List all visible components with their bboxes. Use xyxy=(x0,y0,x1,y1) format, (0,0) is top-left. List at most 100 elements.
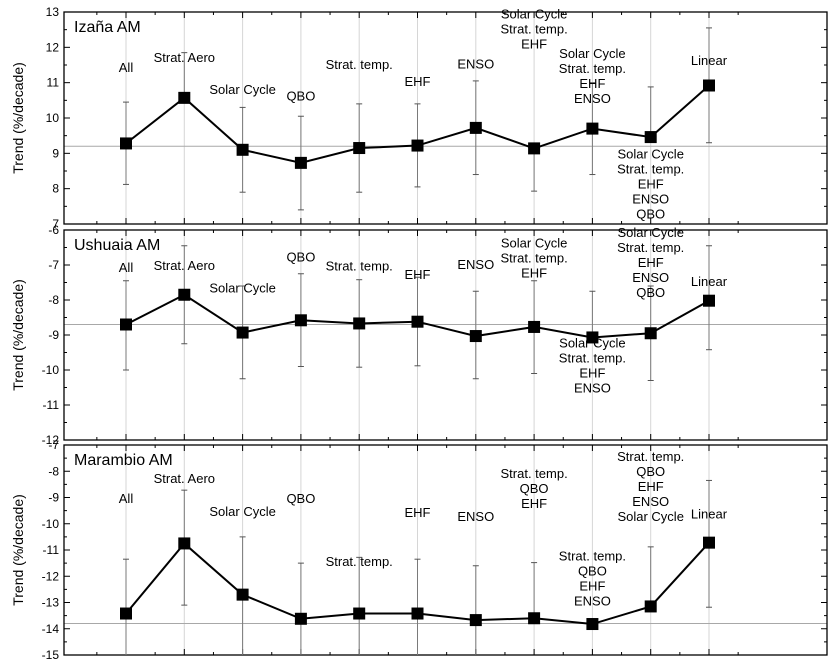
data-point-5 xyxy=(353,317,366,330)
annotation-line: ENSO xyxy=(574,594,611,609)
annotation-line: QBO xyxy=(636,464,665,479)
annotation-7: ENSO xyxy=(457,57,494,72)
data-point-1 xyxy=(120,318,132,331)
y-tick-label: 8 xyxy=(52,182,59,196)
data-point-10 xyxy=(644,600,657,613)
panel-title: Ushuaia AM xyxy=(74,237,160,254)
y-tick-label: -7 xyxy=(48,258,59,272)
annotation-3: Solar Cycle xyxy=(209,280,275,295)
annotation-1: All xyxy=(119,260,134,275)
annotation-line: Strat. temp. xyxy=(500,251,567,266)
annotation-8: Strat. temp. QBO EHF xyxy=(500,466,567,511)
annotation-7: ENSO xyxy=(457,257,494,272)
annotation-4: QBO xyxy=(286,88,315,103)
panel-title: Marambio AM xyxy=(74,452,173,469)
annotation-line: EHF xyxy=(521,266,547,281)
data-point-1 xyxy=(120,137,132,150)
annotation-9: Strat. temp. QBO EHF ENSO xyxy=(559,549,626,609)
data-point-2 xyxy=(178,288,191,301)
annotation-line: QBO xyxy=(636,285,665,300)
annotation-line: Strat. temp. xyxy=(617,240,684,255)
annotation-line: QBO xyxy=(286,250,315,265)
annotation-1: All xyxy=(119,491,134,506)
annotation-4: QBO xyxy=(286,250,315,265)
y-tick-label: -9 xyxy=(48,491,59,505)
annotation-line: QBO xyxy=(578,564,607,579)
annotation-line: Solar Cycle xyxy=(209,82,275,97)
annotation-line: Strat. temp. xyxy=(326,258,393,273)
annotation-10: Solar Cycle Strat. temp. EHF ENSO QBO xyxy=(617,225,684,300)
annotation-5: Strat. temp. xyxy=(326,258,393,273)
annotation-9: Solar Cycle Strat. temp. EHF ENSO xyxy=(559,335,626,395)
y-tick-label: -10 xyxy=(42,517,60,531)
data-point-3 xyxy=(236,143,249,156)
panel-2: -12 -11 -10 -9 -8 -7 -6 Trend (%/decade) Ushuaia… xyxy=(10,223,828,447)
data-point-4 xyxy=(294,156,307,169)
y-tick-label: -13 xyxy=(42,596,60,610)
annotation-line: Solar Cycle xyxy=(209,504,275,519)
annotation-line: Strat. temp. xyxy=(500,466,567,481)
y-tick-label: 11 xyxy=(47,76,60,90)
data-point-3 xyxy=(236,588,249,601)
annotation-line: Strat. temp. xyxy=(617,162,684,177)
annotation-line: Strat. temp. xyxy=(500,21,567,36)
annotation-line: EHF xyxy=(638,255,664,270)
annotation-line: QBO xyxy=(286,88,315,103)
data-point-7 xyxy=(469,121,482,134)
annotation-7: ENSO xyxy=(457,509,494,524)
annotation-line: QBO xyxy=(520,481,549,496)
annotation-9: Solar Cycle Strat. temp. EHF ENSO xyxy=(559,46,626,106)
panel-1: 7 8 9 10 11 12 13 Trend (%/decade) Izaña AM All St… xyxy=(10,5,828,231)
annotation-line: EHF xyxy=(521,496,547,511)
annotation-line: ENSO xyxy=(457,509,494,524)
data-point-7 xyxy=(469,614,482,627)
data-point-6 xyxy=(411,607,424,620)
annotation-line: QBO xyxy=(636,207,665,222)
annotation-line: Strat. temp. xyxy=(617,449,684,464)
y-tick-label: -9 xyxy=(48,328,59,342)
y-tick-label: -11 xyxy=(43,398,60,412)
annotation-3: Solar Cycle xyxy=(209,504,275,519)
y-axis-label: Trend (%/decade) xyxy=(10,62,26,174)
annotation-line: Linear xyxy=(691,507,728,522)
data-point-8 xyxy=(528,612,541,625)
annotation-line: EHF xyxy=(521,36,547,51)
annotation-line: ENSO xyxy=(457,257,494,272)
annotation-line: Linear xyxy=(691,274,728,289)
annotation-line: Strat. temp. xyxy=(559,61,626,76)
data-point-11 xyxy=(703,294,715,307)
annotation-line: EHF xyxy=(638,479,664,494)
annotation-4: QBO xyxy=(286,491,315,506)
y-tick-label: 10 xyxy=(46,111,60,125)
annotation-line: Strat. temp. xyxy=(559,350,626,365)
y-axis-label: Trend (%/decade) xyxy=(10,279,26,391)
data-point-9 xyxy=(586,122,599,135)
data-point-8 xyxy=(528,142,541,155)
y-tick-label: -15 xyxy=(42,648,60,659)
annotation-line: EHF xyxy=(405,74,431,89)
annotation-line: Solar Cycle xyxy=(501,236,567,251)
y-tick-label: -12 xyxy=(42,433,60,447)
annotation-11: Linear xyxy=(691,274,728,289)
y-tick-label: 13 xyxy=(46,5,60,19)
annotation-10: Strat. temp. QBO EHF ENSO Solar Cycle xyxy=(617,449,684,524)
annotation-11: Linear xyxy=(691,53,728,68)
annotation-3: Solar Cycle xyxy=(209,82,275,97)
annotation-line: EHF xyxy=(579,579,605,594)
y-tick-label: -11 xyxy=(43,543,60,557)
annotation-line: ENSO xyxy=(574,91,611,106)
data-point-2 xyxy=(178,91,191,104)
annotation-1: All xyxy=(119,60,134,75)
y-tick-label: 9 xyxy=(52,146,59,160)
y-tick-label: -8 xyxy=(48,464,59,478)
data-point-10 xyxy=(644,327,657,340)
data-point-5 xyxy=(353,142,366,155)
annotation-line: ENSO xyxy=(574,380,611,395)
annotation-line: EHF xyxy=(579,365,605,380)
annotation-8: Solar Cycle Strat. temp. EHF xyxy=(500,6,567,51)
annotation-line: ENSO xyxy=(457,57,494,72)
annotation-line: Strat. temp. xyxy=(326,554,393,569)
annotation-5: Strat. temp. xyxy=(326,554,393,569)
annotation-line: Linear xyxy=(691,53,728,68)
